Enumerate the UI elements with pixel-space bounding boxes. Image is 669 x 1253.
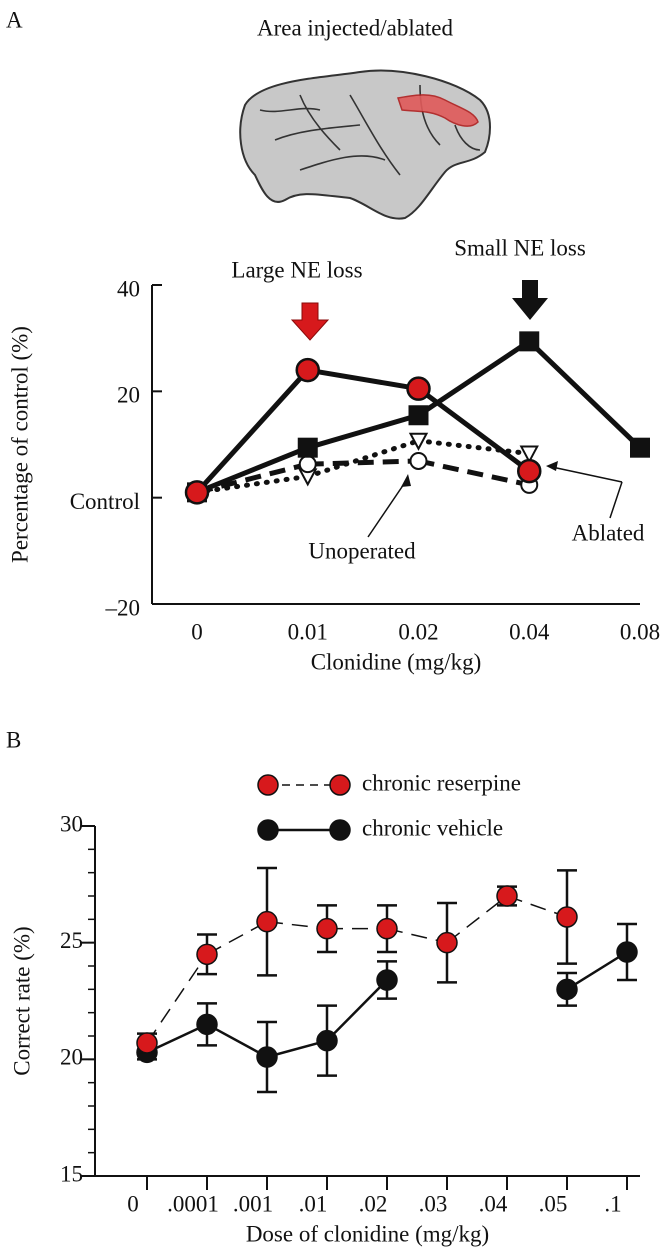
y-tick-label: –20: [105, 595, 141, 620]
pointer-line: [609, 481, 623, 519]
line-segment: [146, 1023, 208, 1054]
x-tick-label: 0: [191, 619, 203, 644]
red-arrow: [290, 302, 330, 341]
line-segment: [206, 1023, 268, 1059]
line-segment: [146, 953, 208, 1044]
y-tick-label: 25: [60, 928, 83, 953]
x-axis-label: Dose of clonidine (mg/kg): [246, 1221, 489, 1246]
x-tick-label: .04: [479, 1191, 508, 1216]
legend-marker: [329, 774, 351, 796]
marker: [556, 906, 578, 928]
marker: [436, 931, 458, 954]
y-tick-label: Control: [70, 489, 140, 514]
legend-marker: [329, 819, 351, 841]
annotation: Large NE loss: [231, 257, 362, 282]
pointer-head: [401, 474, 411, 487]
marker: [196, 1013, 218, 1036]
pointer-line: [367, 477, 409, 538]
marker: [406, 376, 431, 401]
y-tick-label: 20: [60, 1045, 83, 1070]
marker: [496, 885, 518, 907]
marker: [408, 405, 429, 426]
marker: [316, 1029, 338, 1052]
x-tick-label: 0.02: [398, 619, 438, 644]
image-caption: Area injected/ablated: [257, 15, 454, 40]
x-tick-label: .01: [299, 1191, 328, 1216]
marker: [376, 917, 398, 940]
marker: [136, 1032, 158, 1054]
pointer-head: [546, 461, 558, 471]
line-segment: [195, 368, 310, 495]
marker: [298, 455, 317, 474]
line-segment: [194, 473, 311, 495]
line-segment: [417, 458, 530, 488]
legend-label: chronic vehicle: [362, 815, 503, 840]
marker: [376, 969, 398, 991]
marker: [196, 943, 218, 966]
line-segment: [196, 461, 309, 495]
annotation: Small NE loss: [454, 235, 586, 260]
marker: [630, 437, 650, 458]
marker: [256, 910, 278, 933]
y-tick-label: 30: [60, 811, 83, 836]
y-axis-label: Percentage of control (%): [7, 326, 32, 563]
marker: [297, 437, 318, 458]
line-segment: [566, 950, 628, 991]
line-segment: [305, 438, 421, 479]
x-tick-label: .05: [539, 1191, 568, 1216]
x-tick-label: .02: [359, 1191, 388, 1216]
x-tick-label: 0.08: [620, 619, 660, 644]
x-axis-label: Clonidine (mg/kg): [311, 649, 482, 674]
legend-marker: [257, 819, 279, 841]
legend-label: chronic reserpine: [362, 770, 521, 795]
x-tick-label: .1: [604, 1191, 621, 1216]
marker: [256, 1046, 278, 1068]
marker: [184, 480, 210, 505]
marker: [519, 331, 540, 352]
black-arrow: [512, 280, 548, 320]
marker: [316, 917, 338, 940]
annotation: Ablated: [572, 520, 645, 545]
line-segment: [196, 445, 309, 495]
x-tick-label: .0001: [167, 1191, 219, 1216]
marker: [519, 445, 539, 464]
line-segment: [527, 339, 642, 450]
legend-marker: [257, 774, 279, 796]
marker: [517, 458, 542, 484]
line-segment: [307, 367, 419, 392]
marker: [409, 451, 428, 470]
panel-label: B: [6, 727, 21, 752]
y-axis-label: Correct rate (%): [9, 926, 34, 1075]
x-tick-label: .03: [419, 1191, 448, 1216]
annotation: Unoperated: [308, 538, 416, 563]
marker: [408, 432, 429, 451]
brain-illustration: [239, 69, 491, 220]
x-tick-label: 0.04: [509, 619, 550, 644]
line-segment: [307, 412, 420, 451]
line-segment: [326, 979, 388, 1042]
y-tick-label: 15: [60, 1161, 83, 1186]
line-segment: [307, 458, 419, 467]
marker: [295, 357, 320, 383]
line-segment: [417, 386, 531, 474]
line-segment: [446, 895, 508, 944]
line-segment: [206, 921, 268, 955]
line-segment: [416, 438, 532, 457]
x-tick-label: .001: [233, 1191, 273, 1216]
panel-label: A: [6, 7, 23, 32]
x-tick-label: 0: [127, 1191, 139, 1216]
marker: [616, 941, 638, 963]
x-tick-label: 0.01: [288, 619, 328, 644]
line-segment: [417, 339, 531, 418]
y-tick-label: 20: [117, 383, 140, 408]
y-tick-label: 40: [117, 276, 140, 301]
marker: [556, 978, 578, 1001]
pointer-line: [551, 466, 623, 483]
